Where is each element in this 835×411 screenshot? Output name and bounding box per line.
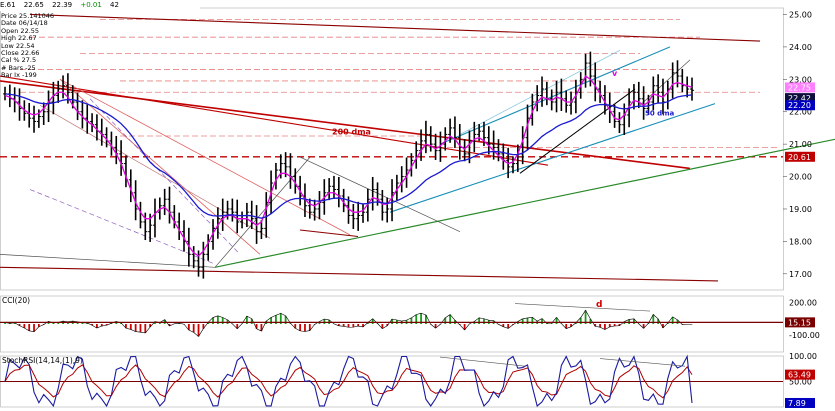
cci-badge xyxy=(785,317,815,328)
info-line: Bar Ix -199 xyxy=(1,71,37,80)
stoch-divergence xyxy=(599,358,686,367)
price-tick-label: 21.00 xyxy=(789,140,812,149)
cci-divergence-label: d xyxy=(596,300,602,310)
info-line: High 22.67 xyxy=(1,34,37,43)
fan-line xyxy=(59,79,261,255)
grey-line xyxy=(299,156,461,232)
purple-dash xyxy=(29,189,216,265)
grey-line xyxy=(214,156,311,268)
ma-fast-line xyxy=(4,75,693,257)
data-window: Price 25.141046 Date 06/14/18 Open 22.55… xyxy=(1,12,55,80)
price-axis: 25.00 24.00 23.00 22.00 21.00 20.00 19.00 18.00… xyxy=(783,10,815,279)
price-badge-label: 22.75 xyxy=(788,83,811,92)
info-line: Cal % 27.5 xyxy=(1,56,37,65)
price-frame xyxy=(0,7,784,291)
top-trendline xyxy=(29,13,761,42)
info-line: Price 25.141046 xyxy=(1,12,55,20)
info-line: # Bars -25 xyxy=(1,63,36,72)
price-badge xyxy=(785,93,815,104)
stoch-tick-label: 50.00 xyxy=(789,378,812,387)
price-badge xyxy=(785,151,815,162)
trendlines xyxy=(0,13,835,282)
chart-labels: 200 dma 50 dma v xyxy=(332,69,674,136)
price-badge-label: 22.20 xyxy=(788,101,811,110)
quote-field-3: +0.01 xyxy=(80,1,102,9)
cci-panel: 200.00 -100.00 15.15 CCI(20) d xyxy=(0,296,820,340)
price-tick-label: 19.00 xyxy=(789,205,812,214)
quote-toolbar: E.61 22.65 22.39 +0.01 42 xyxy=(0,0,200,11)
stoch-d-line xyxy=(4,364,693,399)
ticker-label: E.61 xyxy=(0,1,16,9)
fan-line xyxy=(59,78,351,236)
price-badge xyxy=(785,100,815,111)
short-red xyxy=(299,229,359,238)
price-tick-label: 17.00 xyxy=(789,270,812,279)
stoch-badge xyxy=(785,397,815,408)
ma200-annotation: 200 dma xyxy=(332,127,371,136)
stoch-badge-label: 7.89 xyxy=(788,399,806,408)
support-line xyxy=(214,138,835,268)
price-tick-label: 18.00 xyxy=(789,237,812,246)
price-tick-label: 25.00 xyxy=(789,10,812,19)
channel-lower xyxy=(389,103,716,213)
down-trendline-2 xyxy=(0,75,549,166)
moving-averages xyxy=(4,75,693,257)
stoch-k-line xyxy=(4,354,693,408)
price-tick-label: 20.00 xyxy=(789,173,812,182)
quote-field-1: 22.65 xyxy=(23,1,44,9)
black-line xyxy=(519,88,636,174)
info-line: Date 06/14/18 xyxy=(1,19,48,28)
info-line: Low 22.54 xyxy=(1,41,35,50)
stoch-badge-label: 63.49 xyxy=(788,371,811,380)
cci-title: CCI(20) xyxy=(2,296,30,305)
price-badge-label: 22.42 xyxy=(788,94,811,103)
quote-field-4: 42 xyxy=(110,1,119,9)
price-mark-annotation: v xyxy=(612,69,618,78)
stoch-divergence xyxy=(439,356,526,367)
price-bars xyxy=(3,51,694,279)
down-trendline xyxy=(0,80,691,170)
channel-inner xyxy=(459,49,621,135)
stoch-badge xyxy=(785,369,815,380)
quote-field-2: 22.39 xyxy=(52,1,73,9)
bottom-trendline xyxy=(0,266,719,282)
price-badge xyxy=(785,82,815,93)
info-line: Close 22.66 xyxy=(1,49,40,58)
ma-slow-line xyxy=(4,93,693,219)
info-line: Open 22.55 xyxy=(1,26,40,35)
stoch-title: StochRSI(14,14,(1),9) xyxy=(2,356,83,365)
cci-tick-label: 200.00 xyxy=(789,298,817,307)
cci-badge-label: 15.15 xyxy=(788,318,811,327)
price-tick-label: 24.00 xyxy=(789,43,812,52)
ma50-annotation: 50 dma xyxy=(645,110,674,118)
cci-tick-label: -100.00 xyxy=(789,331,820,340)
price-tick-label: 22.00 xyxy=(789,108,812,117)
price-tick-label: 23.00 xyxy=(789,75,812,84)
cci-divergence xyxy=(514,303,651,312)
grey-line xyxy=(0,253,216,268)
price-badge-label: 20.61 xyxy=(788,153,811,162)
stoch-tick-label: 100.00 xyxy=(789,352,817,361)
